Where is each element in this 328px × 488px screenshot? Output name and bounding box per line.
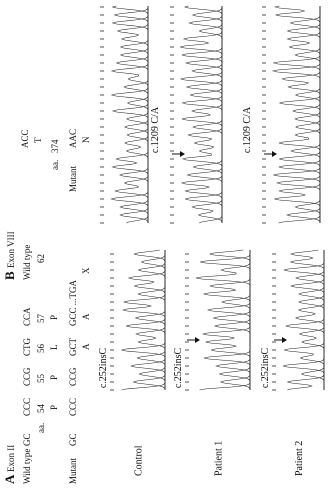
arrow-head: [180, 151, 185, 157]
codon: GCT: [68, 337, 78, 356]
aa-position: 62: [36, 254, 46, 263]
aa-position: 56: [36, 344, 46, 354]
codon: CCA: [22, 307, 32, 326]
row-label: Wild type: [22, 449, 32, 484]
row-label: Mutant: [68, 166, 78, 192]
chromatogram-trace: [181, 6, 222, 223]
codon: CTG: [22, 337, 32, 356]
residue: L: [49, 345, 59, 351]
codon: GCC ...TGA: [68, 279, 78, 326]
panel-title: Exon II: [6, 445, 16, 472]
aa-position: 57: [36, 314, 46, 324]
chromatogram-trace: [131, 250, 165, 390]
page: {"panel_a": {"letter": "A", "exon": "Exo…: [0, 0, 328, 488]
residue: X: [81, 267, 91, 274]
residue: A: [81, 313, 91, 320]
row-label: Mutant: [68, 458, 78, 484]
mutation-label: c.252insC: [173, 348, 184, 389]
trace-label: Patient 1: [214, 441, 225, 476]
codon: GC: [22, 433, 32, 446]
residue: P: [49, 375, 59, 380]
codon: GC: [68, 433, 78, 446]
aa-position: 54: [36, 404, 46, 414]
aa-label: aa.: [36, 423, 46, 433]
chromatogram-trace: [196, 250, 250, 390]
residue: N: [81, 136, 91, 143]
residue: P: [49, 405, 59, 410]
chromatogram-trace: [299, 250, 324, 390]
residue: P: [49, 315, 59, 320]
chromatogram-trace: [121, 250, 165, 390]
codon: ACC: [20, 129, 30, 148]
trace-label: Control: [134, 445, 145, 476]
chromatogram-trace: [273, 6, 321, 223]
panel-title: Exon VIII: [6, 231, 16, 268]
mutation-label: c.1209 C/A: [242, 106, 253, 153]
panel-letter: B: [2, 271, 17, 280]
aa-position: 55: [36, 374, 46, 384]
codon: CCC: [68, 398, 78, 416]
arrow-head: [272, 151, 277, 157]
mutation-label: c.252insC: [98, 348, 109, 389]
codon: AAC: [68, 129, 78, 148]
aa-position: 374: [50, 139, 60, 153]
codon: CCG: [68, 367, 78, 386]
figure: A Exon II Wild type GC CCC CCG CTG CCA aa. 54 55 56…: [0, 0, 328, 488]
arrow-head: [195, 337, 200, 343]
codon: CCC: [22, 398, 32, 416]
panel-letter: A: [2, 474, 17, 484]
aa-label: aa.: [50, 160, 60, 170]
codon: CCG: [22, 367, 32, 386]
trace-label: Patient 2: [294, 441, 305, 476]
residue: A: [81, 343, 91, 350]
row-label: Wild type: [22, 245, 32, 280]
chromatogram-trace: [204, 250, 250, 390]
chromatogram-trace: [112, 6, 148, 223]
mutation-label: c.1209 C/A: [150, 106, 161, 153]
residue: T: [33, 137, 43, 143]
rotated-figure: A Exon II Wild type GC CCC CCG CTG CCA aa. 54 55 56…: [2, 6, 324, 484]
arrow-head: [282, 337, 287, 343]
mutation-label: c.252insC: [260, 348, 271, 389]
